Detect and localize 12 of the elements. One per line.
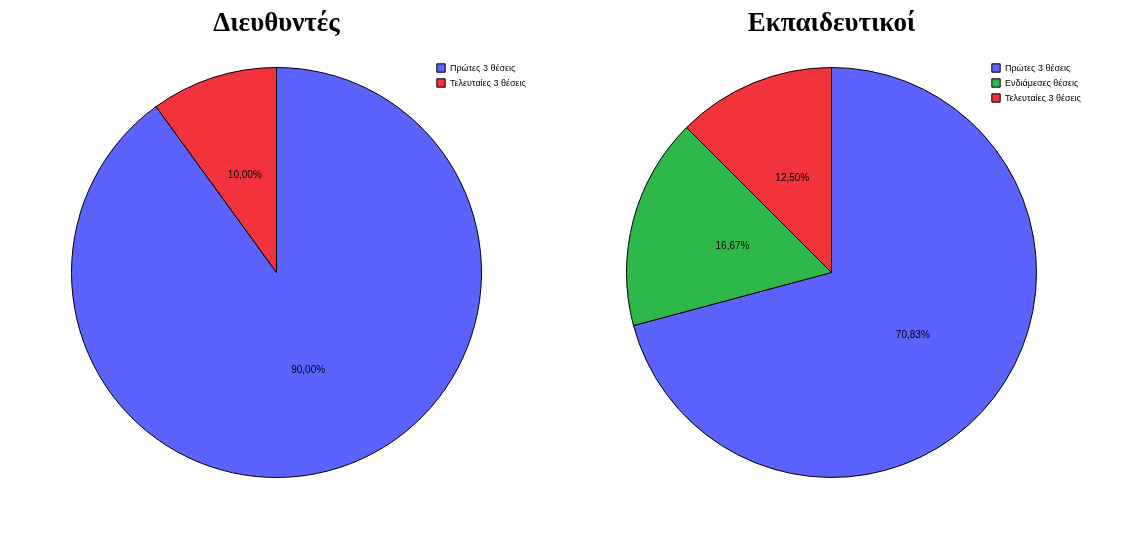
legend-label: Πρώτες 3 θέσεις [450,63,517,73]
data-label: 16,67% [715,239,750,251]
chart-title: Εκπαιδευτικοί [747,7,916,37]
legend-label: Ενδιάμεσες θέσεις [1005,78,1079,88]
data-label: 90,00% [291,363,326,375]
data-label: 10,00% [227,169,262,181]
legend-label: Πρώτες 3 θέσεις [1005,63,1072,73]
legend-label: Τελευταίες 3 θέσεις [1005,93,1082,103]
chart-title: Διευθυντές [213,7,341,37]
data-label: 12,50% [775,171,810,183]
legend-label: Τελευταίες 3 θέσεις [450,78,527,88]
data-label: 70,83% [895,328,930,340]
